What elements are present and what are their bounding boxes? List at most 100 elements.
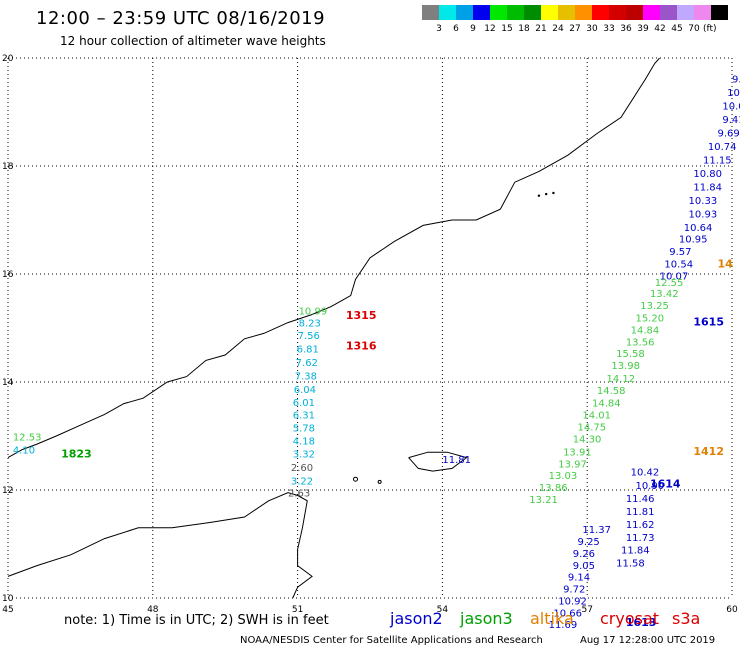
color-scale-swatch (643, 5, 660, 20)
color-scale-label: 12 (484, 24, 496, 34)
legend-jason3: jason3 (460, 609, 513, 628)
wave-height-value: 13.42 (650, 289, 679, 300)
color-scale-swatch (609, 5, 626, 20)
color-scale-label: 9 (470, 24, 476, 34)
pass-time-label: 1315 (346, 309, 377, 322)
color-scale-label: 39 (637, 24, 649, 34)
color-scale-swatch (541, 5, 558, 20)
legend-jason2: jason2 (390, 609, 443, 628)
wave-height-value: 14.12 (607, 374, 636, 385)
wave-height-value: 13.25 (640, 301, 669, 312)
color-scale-label: 3 (436, 24, 442, 34)
wave-height-value: 10.33 (689, 196, 718, 207)
color-scale-label: 27 (569, 24, 581, 34)
wave-height-value: 9.8 (732, 74, 740, 85)
wave-height-value: 10.80 (693, 169, 722, 180)
color-scale-swatch (490, 5, 507, 20)
color-scale-swatch (711, 5, 728, 20)
wave-height-value: 2.60 (291, 463, 313, 474)
wave-height-value: 14.84 (631, 325, 660, 336)
wave-height-value: 14.58 (597, 386, 626, 397)
wave-height-value: 9.26 (573, 549, 595, 560)
wave-height-value: 13.97 (558, 459, 587, 470)
island-kuria-muria (544, 192, 548, 196)
wave-height-value: 6.81 (297, 344, 319, 355)
wave-height-value: 10.0 (722, 101, 740, 112)
legend-altika: altika (530, 609, 574, 628)
wave-height-value: 7.38 (295, 371, 317, 382)
y-tick-label: 16 (2, 270, 14, 280)
color-scale-label: 45 (671, 24, 683, 34)
wave-height-value: 5.78 (293, 424, 315, 435)
color-scale-swatch (439, 5, 456, 20)
coastline-arabia (7, 57, 660, 459)
wave-height-value: 12.55 (655, 278, 684, 289)
x-tick-label: 45 (2, 605, 13, 615)
wave-height-value: 9.25 (578, 537, 600, 548)
x-tick-label: 48 (147, 605, 159, 615)
wave-height-value: 15.58 (616, 349, 645, 360)
wave-height-value: 14.01 (582, 411, 611, 422)
color-scale-label: 6 (453, 24, 459, 34)
wave-height-value: 13.03 (549, 471, 578, 482)
wave-height-value: 8.23 (299, 318, 321, 329)
color-scale-label: 21 (535, 24, 547, 34)
color-scale-label: 33 (603, 24, 615, 34)
wave-height-value: 11.46 (626, 494, 655, 505)
color-scale-swatch (626, 5, 643, 20)
wave-height-value: 9.57 (669, 247, 691, 258)
wave-height-value: 3.22 (291, 477, 313, 488)
wave-height-value: 13.86 (539, 483, 568, 494)
wave-height-value: 9.41 (722, 115, 740, 126)
wave-height-value: 11.69 (549, 620, 578, 631)
x-tick-label: 60 (726, 605, 738, 615)
wave-height-value: 10.3 (727, 88, 740, 99)
island-kuria-muria (552, 191, 555, 195)
wave-height-value: 13.91 (563, 447, 592, 458)
color-scale-swatch (694, 5, 711, 20)
x-tick-label: 57 (581, 605, 592, 615)
color-scale-swatch (558, 5, 575, 20)
wave-height-value: 6.04 (294, 385, 316, 396)
wave-height-value: 10.54 (664, 260, 693, 271)
x-tick-label: 54 (437, 605, 449, 615)
color-scale-swatch (507, 5, 524, 20)
y-tick-label: 14 (2, 378, 14, 388)
wave-height-value: 11.73 (626, 533, 655, 544)
wave-height-value: 10.42 (631, 467, 660, 478)
color-scale-swatch (524, 5, 541, 20)
island-socotra (408, 451, 468, 472)
coastline-somalia (7, 492, 313, 599)
wave-height-value: 10.64 (684, 223, 713, 234)
wave-height-value: 13.21 (529, 495, 558, 506)
wave-height-value: 10.99 (299, 307, 328, 318)
color-scale-swatch (456, 5, 473, 20)
color-scale-label: 18 (518, 24, 530, 34)
wave-height-value: 10.90 (635, 481, 664, 492)
wave-height-value: 6.31 (293, 411, 315, 422)
footnote: note: 1) Time is in UTC; 2) SWH is in fe… (64, 613, 329, 628)
island-small (377, 479, 382, 484)
pass-time-label: 1615 (693, 315, 724, 328)
island-small (353, 476, 359, 482)
color-scale-label: 30 (586, 24, 598, 34)
wave-height-value: 11.58 (616, 559, 645, 570)
wave-height-value: 9.05 (573, 561, 595, 572)
wave-height-value: 3.32 (293, 450, 315, 461)
pass-time-label: 14 (718, 258, 734, 271)
pass-time-label: 1614 (650, 477, 681, 490)
wave-height-value: 11.15 (703, 155, 732, 166)
wave-height-value: 11.84 (621, 546, 650, 557)
y-tick-label: 12 (2, 486, 13, 496)
color-scale-swatch (473, 5, 490, 20)
wave-height-value: 10.93 (689, 209, 718, 220)
wave-height-value: 14.84 (592, 398, 621, 409)
color-scale-swatch (575, 5, 592, 20)
color-scale-swatch (677, 5, 694, 20)
wave-height-value: 10.66 (553, 608, 582, 619)
legend-s3a: s3a (672, 609, 701, 628)
wave-height-value: 14.75 (578, 423, 607, 434)
wave-height-value: 9.72 (563, 585, 585, 596)
wave-height-value: 4.10 (13, 445, 35, 456)
